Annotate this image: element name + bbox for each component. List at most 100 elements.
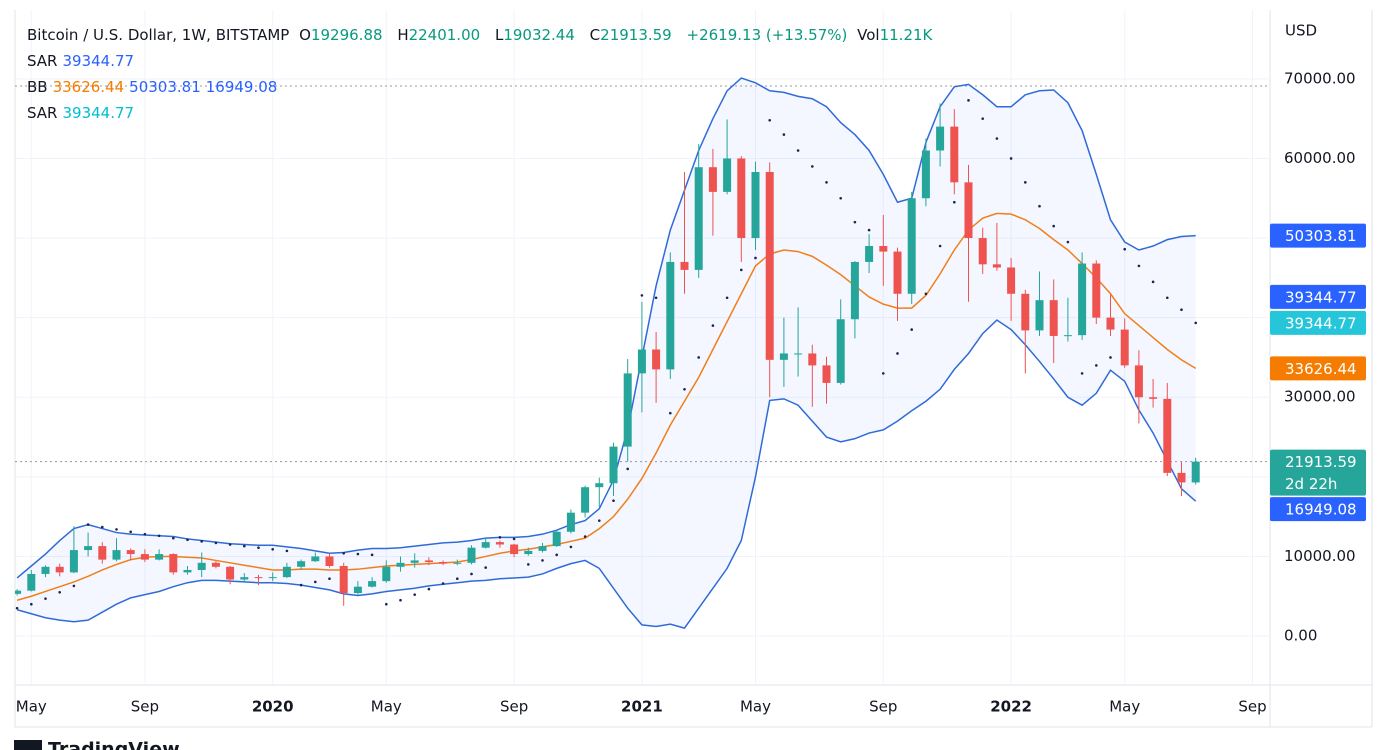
sar-dot bbox=[612, 499, 615, 503]
candle-body bbox=[55, 566, 64, 573]
price-label: 39344.77 bbox=[1285, 288, 1357, 306]
candle-body bbox=[325, 556, 334, 566]
sar-dot bbox=[214, 541, 218, 545]
sar-dot bbox=[626, 467, 629, 471]
candle-body bbox=[708, 167, 717, 192]
candle-body bbox=[1007, 267, 1016, 294]
legend-row: SAR 39344.77 bbox=[27, 48, 942, 74]
brand: TradingView bbox=[48, 739, 180, 750]
candle-body bbox=[666, 261, 675, 370]
candle-body bbox=[69, 550, 78, 573]
ohlc-label: C bbox=[589, 26, 601, 44]
candle-body bbox=[140, 554, 149, 560]
sar-dot bbox=[86, 523, 90, 526]
volume: Vol11.21K bbox=[857, 26, 937, 44]
sar-dot bbox=[867, 228, 871, 232]
candle-body bbox=[808, 353, 817, 366]
sar-dot bbox=[853, 220, 857, 224]
candle-body bbox=[297, 561, 306, 567]
indicator-line bbox=[16, 77, 1196, 579]
sar-dot bbox=[669, 411, 672, 415]
legend-row: BB 33626.44 50303.81 16949.08 bbox=[27, 74, 942, 100]
price-label: 21913.59 bbox=[1285, 453, 1357, 471]
candle-body bbox=[282, 566, 291, 578]
candle-body bbox=[737, 158, 746, 239]
sar-dot bbox=[754, 256, 757, 260]
candle-body bbox=[15, 590, 22, 594]
candle-body bbox=[1049, 300, 1058, 336]
candle-body bbox=[1134, 365, 1143, 398]
sar-dot bbox=[143, 532, 147, 536]
x-tick-label: May bbox=[371, 698, 402, 716]
y-tick-label: 70000.00 bbox=[1284, 69, 1356, 87]
ohlc: H22401.00 bbox=[397, 26, 485, 44]
sar-dot bbox=[129, 530, 132, 534]
candle-body bbox=[495, 542, 504, 545]
ohlc-value: 22401.00 bbox=[408, 26, 481, 44]
legend-row: Bitcoin / U.S. Dollar, 1W, BITSTAMP O192… bbox=[27, 22, 942, 48]
candle-body bbox=[637, 349, 646, 374]
ohlc-label: O bbox=[299, 26, 311, 44]
candle-body bbox=[936, 126, 945, 151]
sar-dot bbox=[15, 606, 19, 610]
sar-dot bbox=[953, 200, 956, 204]
sar-dot bbox=[484, 566, 488, 569]
sar-dot bbox=[399, 598, 402, 602]
sar-dot bbox=[200, 540, 203, 543]
candle-body bbox=[481, 542, 490, 548]
ohlc-label: H bbox=[397, 26, 409, 44]
sar-dot bbox=[427, 587, 431, 591]
y-tick-label: 60000.00 bbox=[1284, 149, 1356, 167]
candle-body bbox=[992, 264, 1001, 268]
candle-body bbox=[1078, 263, 1087, 336]
price-label: 39344.77 bbox=[1285, 314, 1357, 332]
candle-body bbox=[524, 550, 533, 555]
sar-dot bbox=[882, 372, 885, 375]
candle-body bbox=[794, 353, 803, 355]
candle-body bbox=[1149, 397, 1158, 399]
sar-dot bbox=[101, 525, 104, 529]
candle-body bbox=[410, 560, 419, 563]
sar-dot bbox=[811, 165, 814, 168]
ohlc: C21913.59 bbox=[590, 26, 677, 44]
sar-dot bbox=[1151, 280, 1155, 284]
y-tick-label: 0.00 bbox=[1284, 627, 1317, 645]
volume-value: 11.21K bbox=[879, 26, 933, 44]
candle-body bbox=[197, 562, 206, 570]
x-tick-label: 2020 bbox=[252, 698, 294, 716]
sar-dot bbox=[1009, 157, 1013, 160]
candle-body bbox=[850, 261, 859, 320]
indicator-value: 16949.08 bbox=[205, 78, 278, 96]
sar-dot bbox=[328, 577, 331, 581]
sar-dot bbox=[527, 563, 530, 566]
x-tick-label: Sep bbox=[500, 698, 528, 716]
sar-dot bbox=[356, 552, 360, 556]
candle-body bbox=[382, 566, 391, 582]
indicator-value: 50303.81 bbox=[129, 78, 201, 96]
sar-dot bbox=[44, 597, 47, 600]
candle-body bbox=[98, 546, 107, 560]
sar-dot bbox=[555, 553, 558, 557]
x-tick-label: 2021 bbox=[621, 698, 663, 716]
candle-body bbox=[552, 531, 561, 547]
sar-dot bbox=[1052, 224, 1055, 228]
sar-dot bbox=[498, 536, 502, 539]
candle-body bbox=[907, 198, 916, 294]
sar-dot bbox=[825, 181, 828, 184]
candle-body bbox=[723, 158, 732, 192]
candle-body bbox=[240, 577, 249, 580]
sar-dot bbox=[782, 133, 786, 136]
ohlc-value: 21913.59 bbox=[600, 26, 672, 44]
sar-dot bbox=[385, 602, 388, 606]
candle-body bbox=[453, 562, 462, 564]
y-tick-label: 10000.00 bbox=[1284, 547, 1356, 565]
x-tick-label: May bbox=[1109, 698, 1140, 716]
candle-body bbox=[1177, 472, 1186, 483]
candle-body bbox=[112, 550, 121, 560]
candle-body bbox=[1120, 329, 1129, 366]
sar-dot bbox=[1095, 364, 1098, 367]
candle-body bbox=[339, 565, 348, 594]
legend-row: SAR 39344.77 bbox=[27, 100, 942, 126]
candle-body bbox=[751, 171, 760, 239]
